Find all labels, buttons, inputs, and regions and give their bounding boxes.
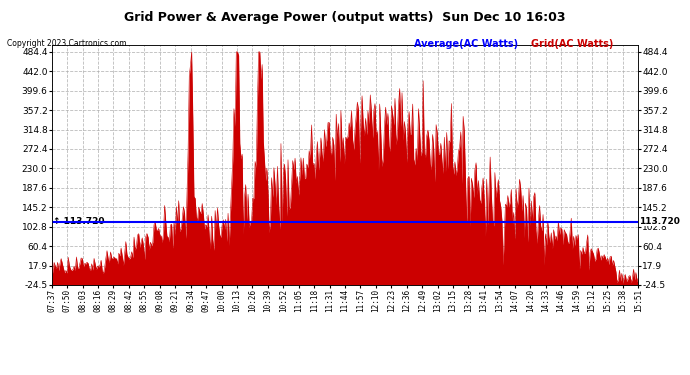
Text: Average(AC Watts): Average(AC Watts): [414, 39, 518, 50]
Text: Grid Power & Average Power (output watts)  Sun Dec 10 16:03: Grid Power & Average Power (output watts…: [124, 11, 566, 24]
Text: Copyright 2023 Cartronics.com: Copyright 2023 Cartronics.com: [7, 39, 126, 48]
Text: 113.720: 113.720: [640, 217, 680, 226]
Text: Grid(AC Watts): Grid(AC Watts): [531, 39, 613, 50]
Text: ↑ 113.720: ↑ 113.720: [53, 217, 104, 226]
